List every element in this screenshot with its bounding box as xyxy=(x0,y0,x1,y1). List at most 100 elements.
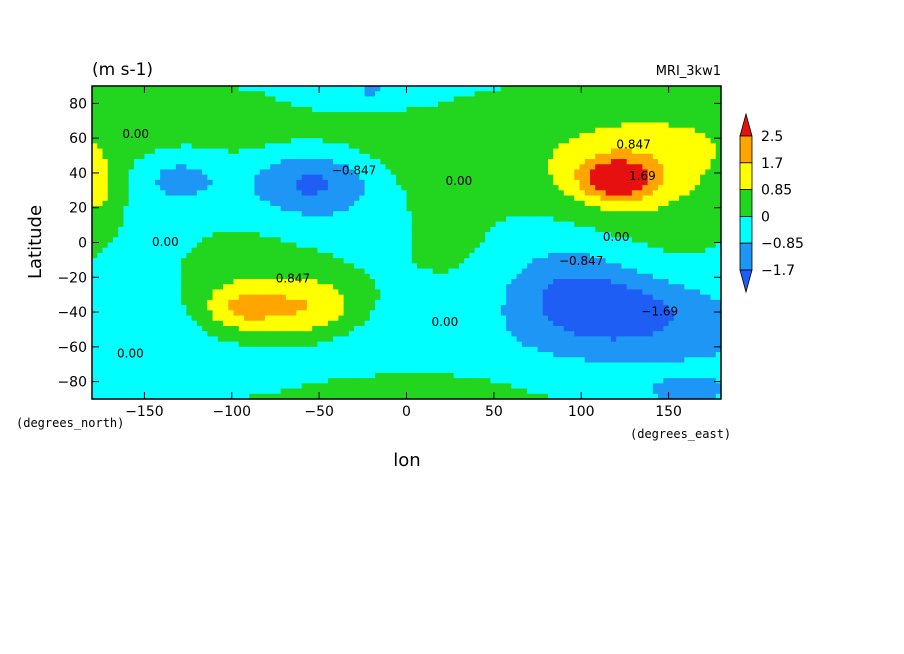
field-cell xyxy=(532,237,539,244)
field-cell xyxy=(244,159,250,165)
field-cell xyxy=(563,174,570,181)
field-cell xyxy=(631,237,638,244)
field-cell xyxy=(568,273,575,280)
field-cell xyxy=(223,284,229,291)
field-cell xyxy=(369,200,376,207)
field-cell xyxy=(202,86,208,92)
field-cell xyxy=(133,132,140,139)
field-cell xyxy=(348,205,355,212)
field-cell xyxy=(259,169,266,176)
field-cell xyxy=(521,164,528,171)
field-cell xyxy=(584,279,591,285)
field-cell xyxy=(254,101,261,108)
field-cell xyxy=(637,148,643,155)
field-cell xyxy=(705,138,712,144)
field-cell xyxy=(396,164,402,171)
field-cell xyxy=(202,101,208,108)
field-cell xyxy=(710,164,717,171)
field-cell xyxy=(432,132,439,139)
field-cell xyxy=(616,216,623,223)
field-cell xyxy=(453,289,460,296)
field-cell xyxy=(437,299,444,306)
field-cell xyxy=(390,143,397,150)
field-cell xyxy=(154,148,161,155)
field-cell xyxy=(285,284,292,291)
field-cell xyxy=(322,169,329,176)
field-cell xyxy=(107,169,114,176)
field-cell xyxy=(102,117,109,124)
field-cell xyxy=(605,122,612,129)
field-cell xyxy=(233,143,240,150)
field-cell xyxy=(359,263,366,270)
field-cell xyxy=(102,159,109,165)
field-cell xyxy=(553,200,560,207)
field-cell xyxy=(663,237,670,244)
field-cell xyxy=(416,263,423,270)
field-cell xyxy=(443,179,450,186)
field-cell xyxy=(464,216,470,223)
field-cell xyxy=(443,159,450,165)
field-cell xyxy=(689,132,696,139)
field-cell xyxy=(443,96,450,103)
field-cell xyxy=(380,242,387,249)
field-cell xyxy=(652,153,659,160)
field-cell xyxy=(102,179,109,186)
field-cell xyxy=(568,226,575,233)
field-cell xyxy=(448,185,455,191)
field-cell xyxy=(306,289,313,296)
field-cell xyxy=(348,252,355,259)
field-cell xyxy=(621,284,628,291)
field-cell xyxy=(658,279,664,285)
field-cell xyxy=(600,242,607,249)
field-cell xyxy=(411,169,418,176)
field-cell xyxy=(490,247,497,254)
field-cell xyxy=(223,96,229,103)
field-cell xyxy=(165,237,172,244)
field-cell xyxy=(165,216,172,223)
field-cell xyxy=(548,284,554,291)
field-cell xyxy=(422,284,429,291)
field-cell xyxy=(705,117,712,124)
field-cell xyxy=(144,159,151,165)
field-cell xyxy=(207,252,214,259)
field-cell xyxy=(684,159,691,165)
field-cell xyxy=(516,221,523,228)
field-cell xyxy=(133,216,140,223)
field-cell xyxy=(527,237,533,244)
field-cell xyxy=(118,112,125,118)
field-cell xyxy=(548,106,554,113)
field-cell xyxy=(270,242,277,249)
field-cell xyxy=(411,190,418,197)
field-cell xyxy=(306,96,313,103)
field-cell xyxy=(647,284,654,291)
field-cell xyxy=(139,289,146,296)
field-cell xyxy=(380,169,387,176)
field-cell xyxy=(175,232,182,238)
field-cell xyxy=(296,159,303,165)
field-cell xyxy=(375,263,381,270)
field-cell xyxy=(427,179,434,186)
field-cell xyxy=(354,273,360,280)
field-cell xyxy=(181,185,187,191)
field-cell xyxy=(542,263,549,270)
field-cell xyxy=(631,226,638,233)
field-cell xyxy=(301,216,308,223)
field-cell xyxy=(516,169,523,176)
field-cell xyxy=(312,237,318,244)
field-cell xyxy=(679,117,685,124)
field-cell xyxy=(275,216,282,223)
field-cell xyxy=(233,232,240,238)
field-cell xyxy=(427,143,434,150)
field-cell xyxy=(464,200,470,207)
field-cell xyxy=(521,127,528,134)
field-cell xyxy=(532,221,539,228)
field-cell xyxy=(411,164,418,171)
field-cell xyxy=(102,96,109,103)
field-cell xyxy=(154,164,161,171)
field-cell xyxy=(443,221,450,228)
field-cell xyxy=(380,179,387,186)
field-cell xyxy=(333,143,339,150)
field-cell xyxy=(338,112,345,118)
field-cell xyxy=(207,101,214,108)
field-cell xyxy=(296,289,303,296)
